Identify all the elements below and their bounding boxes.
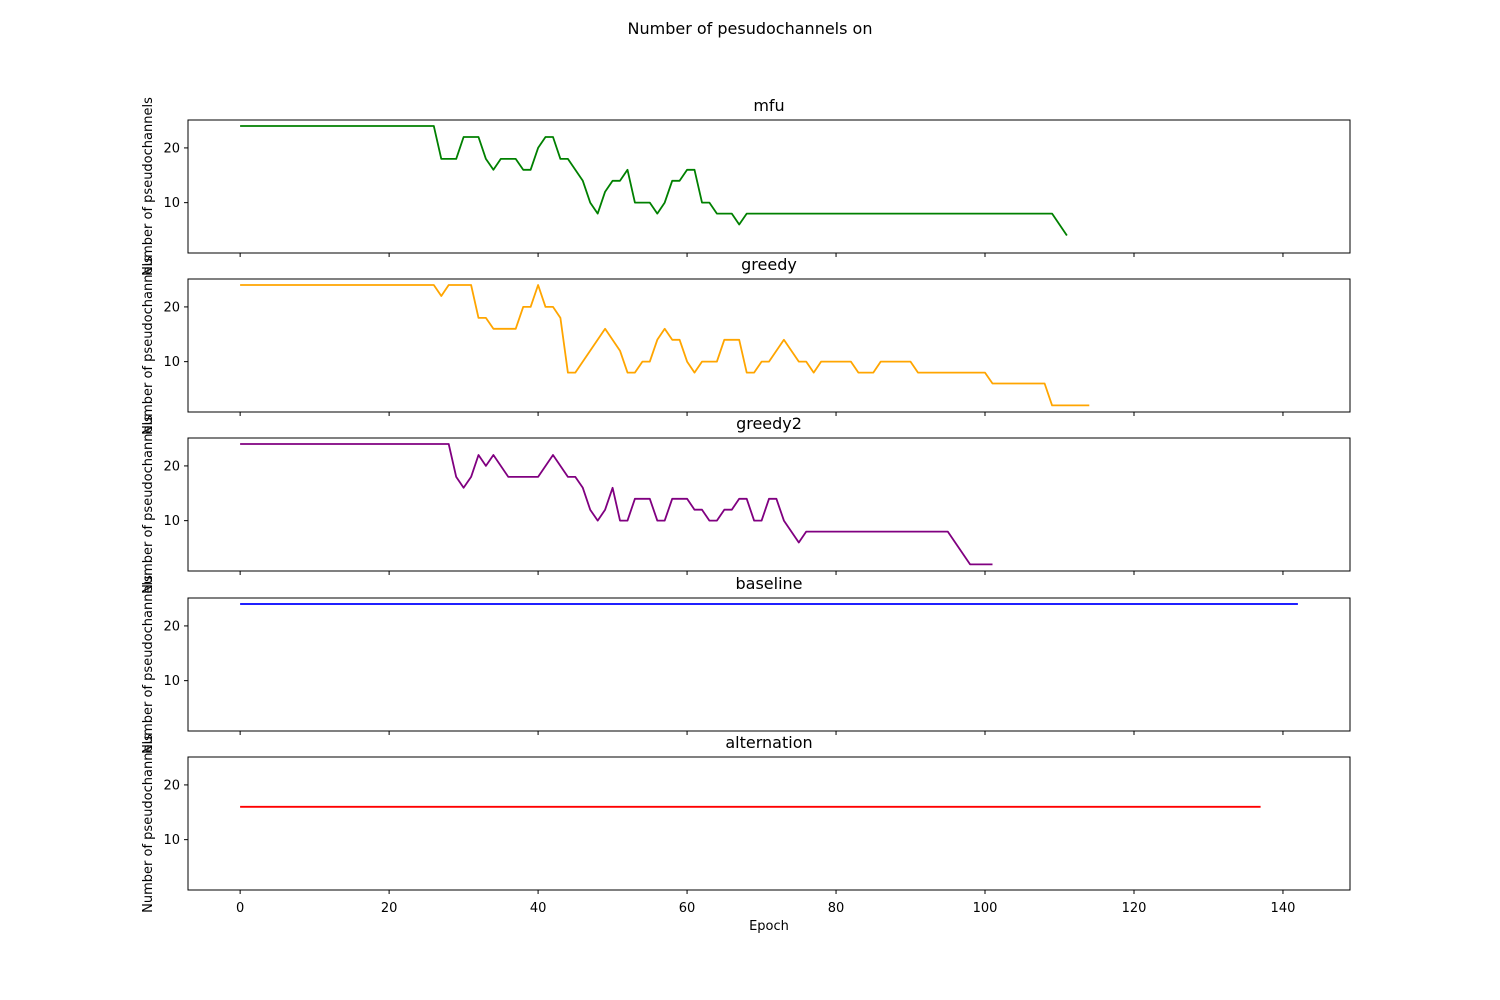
panel-greedy2: greedy2 10 20 Number of pseudochannels bbox=[141, 414, 1351, 594]
panel-title: greedy bbox=[741, 255, 797, 274]
x-tick-label: 40 bbox=[530, 901, 547, 916]
y-tick-label: 20 bbox=[163, 619, 180, 634]
panel-title: mfu bbox=[753, 96, 784, 115]
panel-baseline: baseline 10 20 Number of pseudochannels bbox=[141, 574, 1351, 754]
y-tick-label: 10 bbox=[163, 355, 180, 370]
y-axis-label: Number of pseudochannels bbox=[141, 256, 156, 435]
axes-frame bbox=[187, 278, 1351, 413]
y-axis-label: Number of pseudochannels bbox=[141, 575, 156, 754]
y-tick-label: 10 bbox=[163, 833, 180, 848]
y-axis-label: Number of pseudochannels bbox=[141, 97, 156, 276]
y-tick-label: 20 bbox=[163, 459, 180, 474]
y-tick-label: 20 bbox=[163, 141, 180, 156]
x-tick-label: 80 bbox=[828, 901, 845, 916]
panel-mfu: mfu 10 20 Number of pseudochannels bbox=[141, 96, 1351, 276]
x-axis-label: Epoch bbox=[749, 919, 789, 934]
series-line-mfu bbox=[240, 125, 1068, 237]
panels: mfu 10 20 Number of pseudochannels greedy 10 2… bbox=[141, 96, 1351, 916]
figure-suptitle: Number of pesudochannels on bbox=[628, 19, 873, 38]
x-tick-label: 120 bbox=[1122, 901, 1147, 916]
panel-alternation: alternation 10 20 0 20 40 60 80 100 120 140 Number … bbox=[141, 733, 1351, 916]
panel-title: greedy2 bbox=[736, 414, 802, 433]
y-tick-label: 20 bbox=[163, 778, 180, 793]
panel-title: baseline bbox=[735, 574, 802, 593]
axes-frame bbox=[187, 437, 1351, 572]
panel-title: alternation bbox=[725, 733, 812, 752]
panel-greedy: greedy 10 20 Number of pseudochannels bbox=[141, 255, 1351, 435]
x-tick-label: 100 bbox=[973, 901, 998, 916]
x-tick-label: 140 bbox=[1271, 901, 1296, 916]
y-axis-label: Number of pseudochannels bbox=[141, 415, 156, 594]
series-line-greedy2 bbox=[240, 443, 993, 566]
series-line-greedy bbox=[240, 284, 1090, 407]
axes-frame bbox=[187, 119, 1351, 254]
y-tick-label: 10 bbox=[163, 196, 180, 211]
axes-frame bbox=[187, 597, 1351, 732]
x-tick-label: 0 bbox=[236, 901, 244, 916]
x-tick-label: 20 bbox=[381, 901, 398, 916]
y-tick-label: 10 bbox=[163, 674, 180, 689]
y-tick-label: 10 bbox=[163, 514, 180, 529]
y-tick-label: 20 bbox=[163, 300, 180, 315]
y-axis-label: Number of pseudochannels bbox=[141, 734, 156, 913]
axes-frame bbox=[187, 756, 1351, 891]
x-tick-label: 60 bbox=[679, 901, 696, 916]
